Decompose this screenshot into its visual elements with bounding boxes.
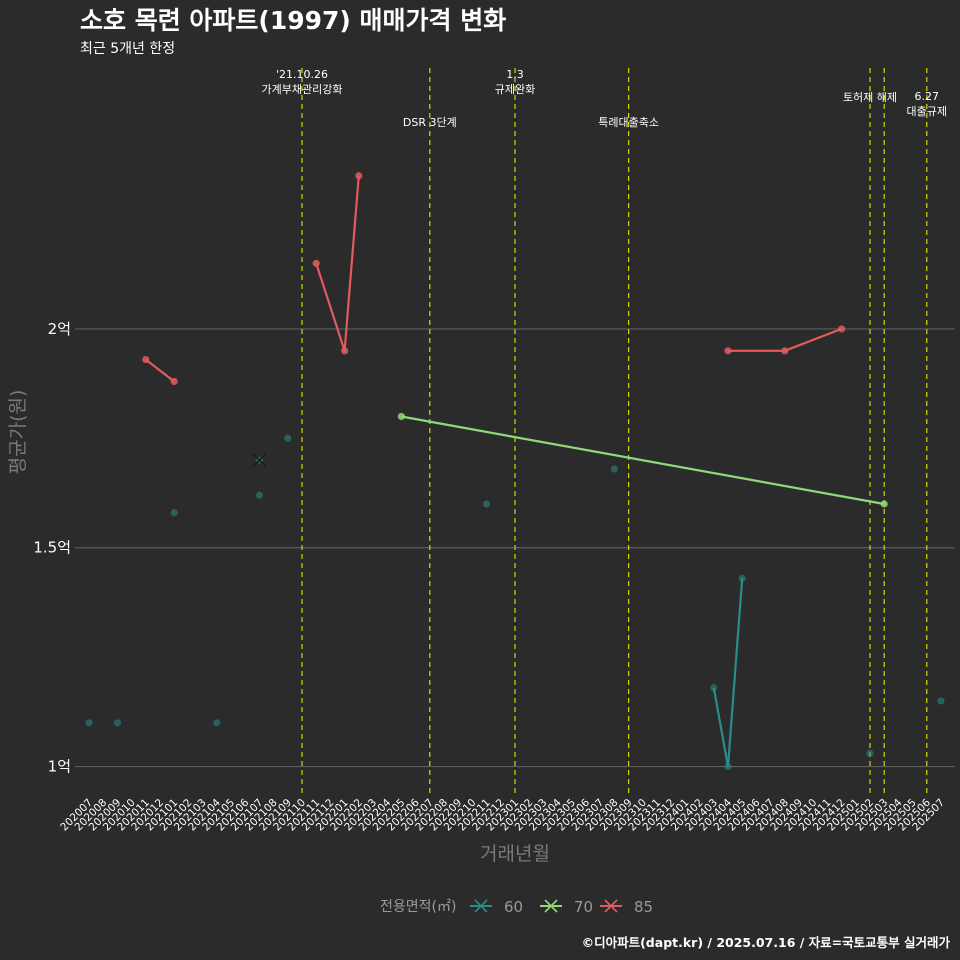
- series-70-point: [397, 412, 405, 421]
- legend-key-70-marker: [544, 899, 558, 913]
- y-tick-label: 1억: [48, 758, 71, 776]
- event-label: 규제완화: [495, 83, 535, 96]
- event-label: 1.3: [506, 68, 524, 81]
- x-axis-title: 거래년월: [480, 843, 550, 865]
- series-70-point: [880, 500, 888, 508]
- series-60-line: [712, 578, 744, 768]
- series-60-point: [710, 684, 718, 692]
- series-85-point: [312, 259, 320, 267]
- series-70-line: [401, 415, 885, 506]
- series-85-point: [355, 172, 363, 180]
- series-85-line: [145, 358, 175, 383]
- x-axis-ticks: 2020072020082020092020102020112020122021…: [58, 796, 947, 833]
- legend: 전용면적(㎡) 60 70 85: [380, 898, 653, 916]
- series-85-point: [724, 347, 732, 355]
- series-60-point: [284, 434, 292, 442]
- event-label: 토허제 해제: [843, 90, 897, 104]
- series-85-line: [315, 175, 360, 352]
- legend-label-60: 60: [504, 898, 523, 916]
- event-label: 가계부채관리강화: [262, 83, 343, 96]
- source-caption: ©디아파트(dapt.kr) / 2025.07.16 / 자료=국토교통부 실…: [582, 935, 951, 950]
- series-85-point: [781, 347, 789, 355]
- series-60-point: [483, 500, 491, 508]
- series-85-point: [142, 355, 150, 364]
- legend-key-85-marker: [604, 899, 618, 913]
- chart-subtitle: 최근 5개년 한정: [80, 41, 175, 57]
- y-tick-label: 1.5억: [33, 539, 71, 557]
- event-label: 대출규제: [907, 105, 947, 118]
- legend-key-60-marker: [474, 899, 488, 913]
- legend-title: 전용면적(㎡): [380, 899, 456, 915]
- series-60-point: [738, 574, 746, 582]
- series-60-point: [170, 509, 178, 517]
- event-label: DSR 3단계: [403, 116, 457, 129]
- plot-area: [85, 172, 945, 771]
- legend-label-70: 70: [574, 898, 593, 916]
- series-85-point: [838, 325, 846, 333]
- series-60-point: [724, 762, 732, 771]
- series-60-point: [113, 719, 121, 727]
- series-85-point: [341, 347, 349, 355]
- event-label: '21.10.26: [276, 68, 328, 81]
- series-60-point: [610, 465, 619, 473]
- overlap-cross-marker: [252, 453, 266, 467]
- series-85-point: [170, 377, 178, 386]
- y-axis-title: 평균가(원): [7, 390, 29, 475]
- series-60-point: [866, 749, 874, 758]
- series-60-point: [937, 697, 945, 705]
- series-60-point: [85, 719, 93, 727]
- event-label: 특례대출축소: [598, 116, 659, 129]
- series-60-point: [213, 719, 221, 727]
- event-label: 6.27: [915, 90, 940, 103]
- y-tick-label: 2억: [48, 320, 71, 338]
- y-axis-ticks: 1억 1.5억 2억: [33, 320, 71, 776]
- chart-title: 소호 목련 아파트(1997) 매매가격 변화: [80, 6, 506, 35]
- series-60-point: [255, 491, 263, 499]
- legend-label-85: 85: [634, 898, 653, 916]
